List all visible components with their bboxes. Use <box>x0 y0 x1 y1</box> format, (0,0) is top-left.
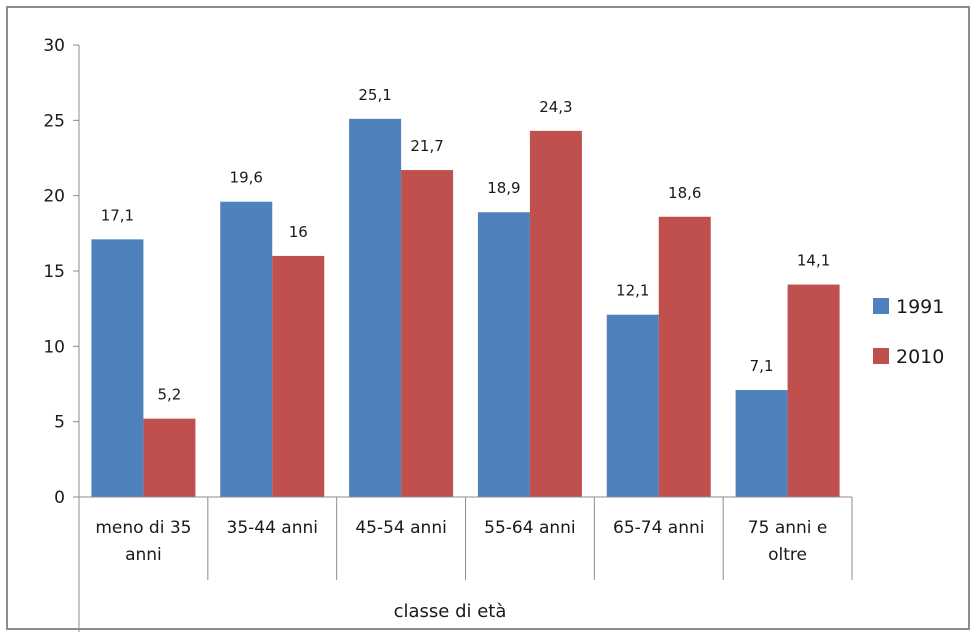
bar-2010-4 <box>658 216 711 497</box>
bar-1991-5 <box>735 390 788 497</box>
category-label-line: 75 anni e <box>748 518 828 538</box>
data-label-2010-3: 24,3 <box>539 98 572 116</box>
legend-label-2010: 2010 <box>896 346 944 368</box>
data-label-1991-2: 25,1 <box>358 86 391 104</box>
data-label-2010-5: 14,1 <box>797 252 830 270</box>
data-label-1991-3: 18,9 <box>487 179 520 197</box>
category-label-4: 65-74 anni <box>613 518 705 538</box>
bar-2010-1 <box>272 255 325 497</box>
category-label-line: oltre <box>768 545 807 565</box>
bar-2010-0 <box>143 418 196 497</box>
category-label-line: meno di 35 <box>95 518 191 538</box>
data-label-1991-4: 12,1 <box>616 282 649 300</box>
y-tick-label: 5 <box>54 413 65 433</box>
category-label-line: 45-54 anni <box>355 518 447 538</box>
category-label-line: anni <box>125 545 162 565</box>
category-label-2: 45-54 anni <box>355 518 447 538</box>
bar-1991-3 <box>477 212 530 498</box>
bar-1991-0 <box>91 239 144 498</box>
category-label-0: meno di 35 anni <box>95 518 191 565</box>
bar-1991-1 <box>220 201 273 497</box>
category-label-line: 55-64 anni <box>484 518 576 538</box>
y-tick-label: 10 <box>43 337 65 357</box>
category-label-3: 55-64 anni <box>484 518 576 538</box>
bar-2010-3 <box>529 130 582 497</box>
legend-label-1991: 1991 <box>896 296 944 318</box>
data-label-1991-1: 19,6 <box>230 169 263 187</box>
data-label-1991-0: 17,1 <box>101 206 134 224</box>
legend-swatch-2010 <box>873 348 889 364</box>
data-label-2010-1: 16 <box>289 223 308 241</box>
category-label-line: 35-44 anni <box>227 518 319 538</box>
y-axis: 0 5 10 15 20 25 30 <box>43 36 80 508</box>
legend-swatch-1991 <box>873 298 889 314</box>
legend: 1991 2010 <box>873 296 944 368</box>
y-tick-label: 30 <box>43 36 65 56</box>
data-labels: 17,1 19,6 25,1 18,9 12,1 7,1 5,2 16 21,7 24,3 18,6… <box>101 86 831 404</box>
data-label-2010-2: 21,7 <box>410 137 443 155</box>
x-axis-title: classe di età <box>394 601 507 622</box>
x-axis: meno di 35 anni 35-44 anni 45-54 anni 55-64 … <box>78 496 853 632</box>
bar-2010-2 <box>401 170 454 497</box>
category-label-5: 75 anni e oltre <box>748 518 828 565</box>
bars <box>91 118 840 498</box>
bar-1991-2 <box>349 118 402 498</box>
y-tick-label: 25 <box>43 111 65 131</box>
category-label-1: 35-44 anni <box>227 518 319 538</box>
y-tick-label: 15 <box>43 262 65 282</box>
category-label-line: 65-74 anni <box>613 518 705 538</box>
bar-1991-4 <box>606 314 659 497</box>
data-label-1991-5: 7,1 <box>750 357 774 375</box>
y-tick-label: 20 <box>43 187 65 207</box>
data-label-2010-4: 18,6 <box>668 184 701 202</box>
y-tick-label: 0 <box>54 488 65 508</box>
data-label-2010-0: 5,2 <box>157 386 181 404</box>
bar-2010-5 <box>787 284 840 497</box>
